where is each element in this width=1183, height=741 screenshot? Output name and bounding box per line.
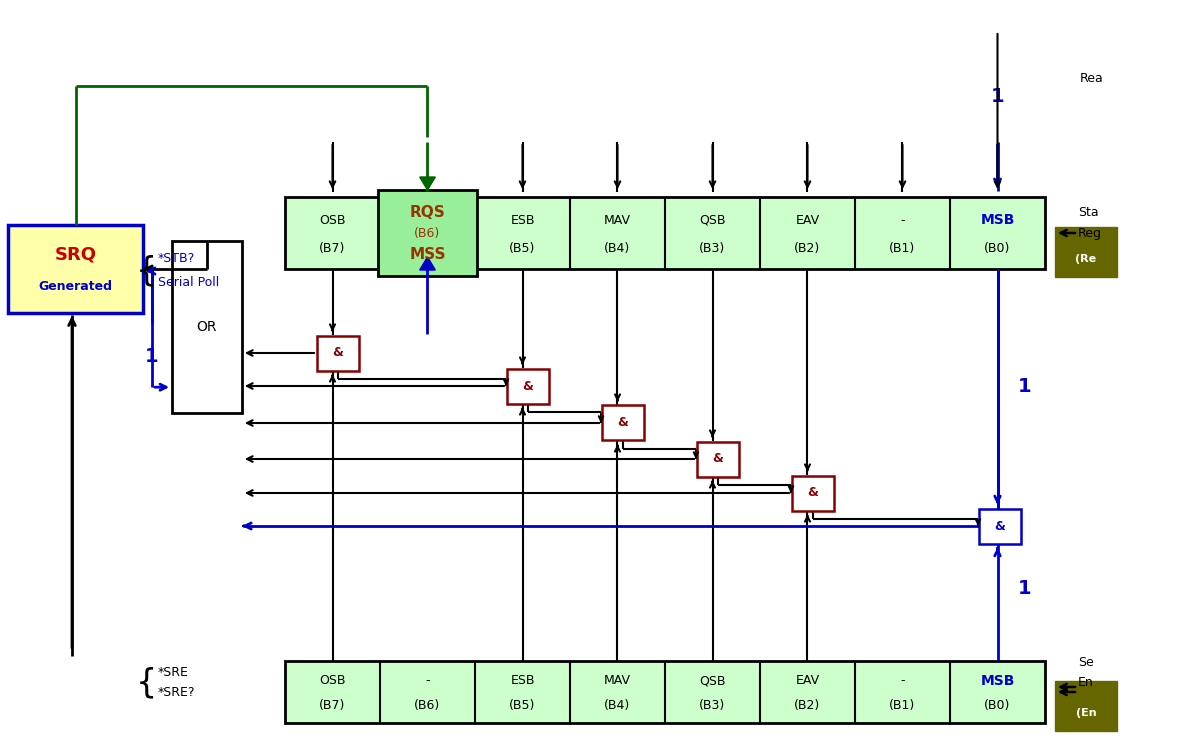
Text: (B1): (B1) [890,700,916,712]
Text: MAV: MAV [605,674,631,688]
Text: -: - [900,213,905,227]
Text: QSB: QSB [699,213,725,227]
Text: -: - [900,674,905,688]
Polygon shape [420,257,435,270]
FancyBboxPatch shape [1055,227,1117,277]
Text: 1: 1 [991,87,1004,105]
Text: *SRE: *SRE [159,666,189,679]
Text: 1: 1 [146,347,159,365]
Text: &: & [332,347,343,359]
Text: (B6): (B6) [414,227,440,239]
Text: OR: OR [196,320,218,334]
Text: En: En [1078,677,1094,689]
FancyBboxPatch shape [285,197,1045,269]
Text: Generated: Generated [39,280,112,293]
Text: MSS: MSS [409,247,446,262]
Text: {: { [135,254,156,288]
FancyBboxPatch shape [980,508,1021,543]
Text: Rea: Rea [1080,73,1104,85]
Text: QSB: QSB [699,674,725,688]
Text: (B5): (B5) [510,242,536,256]
Text: RQS: RQS [409,205,445,220]
FancyBboxPatch shape [8,225,143,313]
Text: (B1): (B1) [890,242,916,256]
FancyBboxPatch shape [285,661,1045,723]
Text: {: { [135,666,156,700]
Text: 1: 1 [1019,376,1032,396]
FancyBboxPatch shape [172,241,243,413]
Text: (B4): (B4) [605,700,631,712]
Text: (B3): (B3) [699,700,725,712]
Text: &: & [712,453,724,465]
Text: (B0): (B0) [984,700,1010,712]
Text: (B7): (B7) [319,700,345,712]
Text: ESB: ESB [510,213,535,227]
Text: 1: 1 [1019,579,1032,599]
Text: -: - [425,674,429,688]
Text: MSB: MSB [981,213,1015,227]
FancyBboxPatch shape [791,476,834,511]
Text: (B6): (B6) [414,700,440,712]
Text: EAV: EAV [795,213,820,227]
Text: &: & [618,416,628,430]
Text: (B2): (B2) [794,242,821,256]
Text: ESB: ESB [510,674,535,688]
Text: Reg: Reg [1078,227,1103,239]
Text: EAV: EAV [795,674,820,688]
Text: (B4): (B4) [605,242,631,256]
Text: (B2): (B2) [794,700,821,712]
FancyBboxPatch shape [508,368,549,404]
Text: &: & [523,379,534,393]
Text: (B3): (B3) [699,242,725,256]
Text: Sta: Sta [1078,207,1099,219]
Text: Se: Se [1078,657,1094,670]
Text: (B0): (B0) [984,242,1010,256]
Text: &: & [808,487,819,499]
Text: OSB: OSB [319,674,345,688]
FancyBboxPatch shape [317,336,358,370]
Text: OSB: OSB [319,213,345,227]
Text: (Re: (Re [1075,254,1097,264]
Text: (B7): (B7) [319,242,345,256]
FancyBboxPatch shape [697,442,739,476]
Text: (En: (En [1075,708,1097,718]
Text: *SRE?: *SRE? [159,686,195,700]
FancyBboxPatch shape [379,190,477,276]
Text: MAV: MAV [605,213,631,227]
Text: SRQ: SRQ [54,245,97,263]
FancyBboxPatch shape [1055,681,1117,731]
Text: MSB: MSB [981,674,1015,688]
Text: Serial Poll: Serial Poll [159,276,219,290]
Text: (B5): (B5) [510,700,536,712]
Polygon shape [420,177,435,190]
FancyBboxPatch shape [602,405,644,440]
Text: &: & [995,519,1006,533]
Text: *STB?: *STB? [159,253,195,265]
